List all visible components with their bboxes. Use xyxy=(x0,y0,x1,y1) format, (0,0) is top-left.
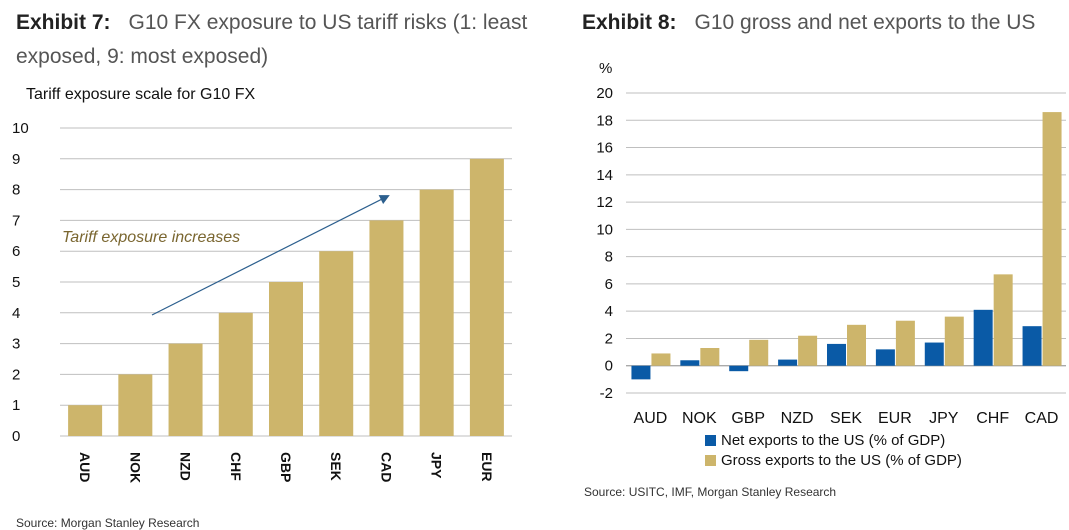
ex8-bar-net-jpy xyxy=(924,342,944,366)
ex8-bar-net-nok xyxy=(680,360,700,366)
ex8-ytick-label: 0 xyxy=(605,358,613,375)
legend-swatch-net xyxy=(705,434,716,446)
ex7-ytick-label: 3 xyxy=(12,336,20,353)
ex7-xtick-chf: CHF xyxy=(228,452,244,481)
legend-label-net: Net exports to the US (% of GDP) xyxy=(721,431,946,449)
exhibit8-source: Source: USITC, IMF, Morgan Stanley Resea… xyxy=(584,485,837,499)
ex8-bar-gross-nzd xyxy=(798,335,818,366)
ex8-bar-net-gbp xyxy=(729,365,749,372)
exhibit7-source: Source: Morgan Stanley Research xyxy=(16,516,200,530)
ex7-ytick-label: 0 xyxy=(12,428,20,445)
ex8-xtick-gbp: GBP xyxy=(731,410,765,427)
ex8-ytick-label: 6 xyxy=(605,276,613,293)
exhibit8-legend: Net exports to the US (% of GDP) Gross e… xyxy=(705,430,962,470)
ex7-ytick-label: 7 xyxy=(12,212,20,229)
ex8-bar-gross-gbp xyxy=(749,339,769,366)
ex8-ytick-label: 10 xyxy=(596,221,613,238)
ex8-bar-gross-eur xyxy=(895,320,915,366)
ex7-xtick-eur: EUR xyxy=(479,452,495,482)
ex8-bar-net-chf xyxy=(973,309,993,366)
exhibit8-title: Exhibit 8: G10 gross and net exports to t… xyxy=(582,6,1062,40)
ex7-bar-cad xyxy=(369,220,404,436)
ex8-ytick-label: 12 xyxy=(596,194,613,211)
ex8-ytick-label: 2 xyxy=(605,330,613,347)
ex8-ylabel: % xyxy=(599,60,612,77)
ex8-xtick-nok: NOK xyxy=(682,410,717,427)
ex7-ytick-label: 2 xyxy=(12,366,20,383)
ex7-ytick-label: 9 xyxy=(12,151,20,168)
ex7-ytick-label: 8 xyxy=(12,182,20,199)
ex7-ytick-label: 1 xyxy=(12,397,20,414)
ex8-bar-net-eur xyxy=(875,349,895,366)
ex7-annotation: Tariff exposure increases xyxy=(62,229,240,246)
ex8-bar-gross-nok xyxy=(700,348,720,366)
exhibit7-title: Exhibit 7: G10 FX exposure to US tariff r… xyxy=(16,6,556,74)
ex8-ytick-label: 8 xyxy=(605,249,613,266)
ex7-bar-gbp xyxy=(269,282,303,436)
legend-swatch-gross xyxy=(705,454,716,466)
ex8-ytick-label: 16 xyxy=(596,140,613,157)
ex8-ytick-label: -2 xyxy=(600,385,613,402)
ex8-xtick-sek: SEK xyxy=(830,410,862,427)
ex7-xtick-nok: NOK xyxy=(127,452,143,483)
ex8-bar-net-nzd xyxy=(778,359,798,366)
legend-item-net: Net exports to the US (% of GDP) xyxy=(705,430,962,450)
ex8-bar-gross-sek xyxy=(847,324,866,366)
ex7-xtick-jpy: JPY xyxy=(429,452,445,479)
ex7-ytick-label: 4 xyxy=(12,305,20,322)
ex8-bar-net-sek xyxy=(827,343,846,366)
ex7-xtick-nzd: NZD xyxy=(178,452,194,481)
ex7-ytick-label: 6 xyxy=(12,243,20,260)
ex8-xtick-nzd: NZD xyxy=(781,410,814,427)
ex8-bar-gross-cad xyxy=(1042,112,1062,366)
exhibit8-label: Exhibit 8: xyxy=(582,11,677,34)
ex7-bar-nzd xyxy=(168,343,203,436)
ex7-bar-sek xyxy=(319,251,354,436)
exhibit7-label: Exhibit 7: xyxy=(16,11,111,34)
exhibit7-subtitle: Tariff exposure scale for G10 FX xyxy=(26,86,256,103)
ex8-ytick-label: 20 xyxy=(596,85,613,102)
ex8-bar-gross-chf xyxy=(993,274,1013,366)
ex8-bar-net-aud xyxy=(631,365,651,380)
ex7-xtick-sek: SEK xyxy=(328,452,344,481)
ex7-bar-chf xyxy=(218,312,253,436)
ex8-bar-gross-aud xyxy=(651,353,671,366)
ex8-xtick-aud: AUD xyxy=(634,410,668,427)
ex8-bar-net-cad xyxy=(1022,326,1042,366)
ex7-bar-nok xyxy=(118,374,153,436)
ex7-ytick-label: 10 xyxy=(12,120,29,137)
ex7-bar-eur xyxy=(469,158,504,437)
ex7-ytick-label: 5 xyxy=(12,274,20,291)
ex8-xtick-cad: CAD xyxy=(1025,410,1059,427)
ex7-bar-aud xyxy=(68,405,103,436)
ex7-trend-arrow xyxy=(151,195,390,316)
ex8-ytick-label: 4 xyxy=(605,303,613,320)
exhibit7-title-text: G10 FX exposure to US tariff risks (1: l… xyxy=(16,11,528,68)
legend-item-gross: Gross exports to the US (% of GDP) xyxy=(705,450,962,470)
ex8-bar-gross-jpy xyxy=(944,316,964,366)
legend-label-gross: Gross exports to the US (% of GDP) xyxy=(721,451,962,469)
ex7-xtick-gbp: GBP xyxy=(278,452,294,482)
ex8-xtick-chf: CHF xyxy=(976,410,1009,427)
ex8-ytick-label: 14 xyxy=(596,167,613,184)
ex8-ytick-label: 18 xyxy=(596,112,613,129)
ex8-xtick-eur: EUR xyxy=(878,410,912,427)
ex7-bar-jpy xyxy=(419,189,454,436)
exhibit8-title-text: G10 gross and net exports to the US xyxy=(694,11,1036,34)
ex7-xtick-cad: CAD xyxy=(378,452,394,482)
ex7-xtick-aud: AUD xyxy=(77,452,93,482)
ex8-xtick-jpy: JPY xyxy=(929,410,959,427)
